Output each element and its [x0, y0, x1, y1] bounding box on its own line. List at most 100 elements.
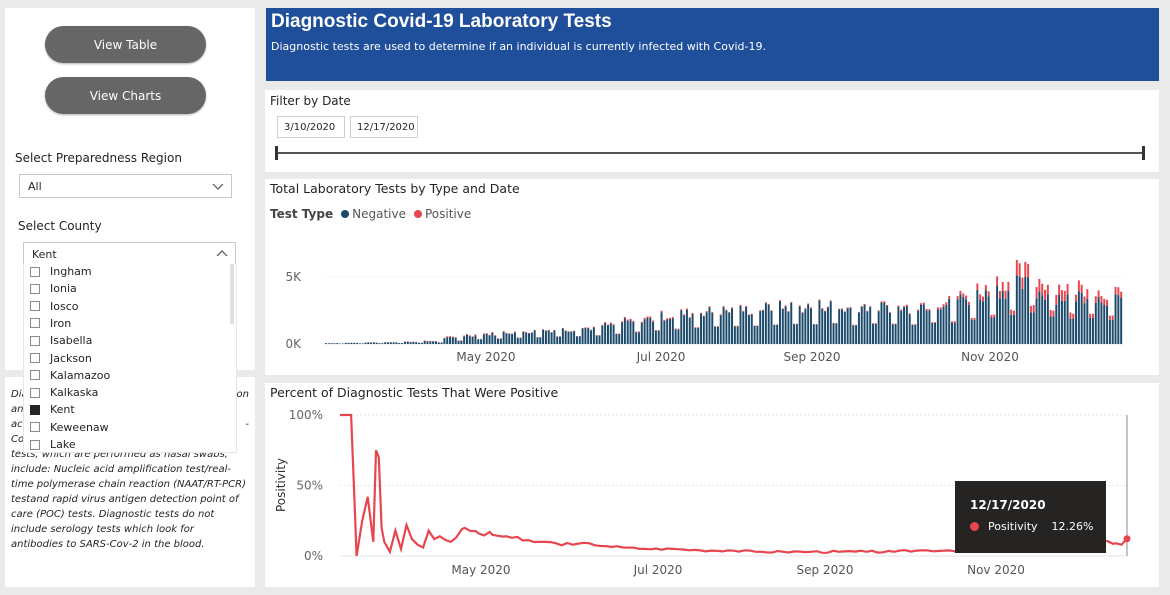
bar-negative [694, 327, 697, 344]
bar-negative [1029, 312, 1032, 344]
bar-positive [621, 321, 624, 323]
bar-negative [375, 342, 378, 344]
bar-positive [1013, 310, 1016, 315]
county-option[interactable]: Keweenaw [30, 419, 109, 436]
county-option[interactable]: Lake [30, 436, 76, 452]
bar-negative [764, 303, 767, 344]
bar-positive [482, 333, 485, 335]
bar-positive [925, 308, 928, 311]
county-checkbox[interactable] [30, 422, 40, 433]
bar-positive [953, 321, 956, 323]
legend-entry-negative[interactable]: Negative [341, 207, 406, 221]
bar-negative [787, 311, 790, 344]
bar-positive [1007, 281, 1010, 292]
county-checkbox[interactable] [30, 318, 40, 329]
bar-negative [1046, 294, 1049, 344]
bar-negative [1120, 297, 1123, 344]
chevron-up-icon [216, 250, 228, 257]
county-option[interactable]: Kent [30, 401, 75, 418]
bar-negative [979, 299, 982, 344]
bar-negative [601, 325, 604, 344]
county-list[interactable]: Ingham Ionia Iosco Iron Isabella Jackson Kalam… [23, 264, 237, 453]
note-line4-start: Co [11, 434, 25, 445]
county-option[interactable]: Jackson [30, 350, 92, 367]
view-table-button[interactable]: View Table [45, 26, 206, 63]
bar-negative [533, 330, 536, 344]
bar-negative [542, 329, 545, 344]
bar-negative [719, 315, 722, 344]
bar-negative [454, 337, 457, 344]
bar-positive [900, 309, 903, 311]
county-checkbox[interactable] [30, 283, 40, 294]
bar-negative [793, 324, 796, 344]
county-dropdown[interactable]: Kent [23, 242, 236, 266]
page-subtitle: Diagnostic tests are used to determine i… [271, 40, 766, 53]
bar-positive [1103, 298, 1106, 305]
bar-negative [872, 323, 875, 344]
county-checkbox[interactable] [30, 266, 40, 277]
bar-negative [530, 332, 533, 344]
bar-negative [423, 340, 426, 344]
bar-negative [905, 306, 908, 344]
county-option[interactable]: Kalkaska [30, 384, 98, 401]
bar-negative [460, 340, 463, 344]
bar-positive [973, 317, 976, 320]
county-checkbox[interactable] [30, 404, 40, 415]
county-checkbox[interactable] [30, 301, 40, 312]
county-option[interactable]: Ionia [30, 280, 77, 297]
bar-negative [660, 312, 663, 344]
county-option[interactable]: Kalamazoo [30, 367, 110, 384]
county-checkbox[interactable] [30, 353, 40, 363]
y-tick-label: 5K [285, 270, 302, 284]
county-option[interactable]: Ingham [30, 264, 92, 280]
county-checkbox[interactable] [30, 439, 40, 450]
bar-negative [547, 330, 550, 344]
bar-positive [1060, 290, 1063, 301]
county-option[interactable]: Iron [30, 315, 71, 332]
bar-positive [601, 324, 604, 326]
county-checkbox[interactable] [30, 335, 40, 346]
bar-negative [652, 321, 655, 344]
tests-bar-chart[interactable]: 0K 5K May 2020 Jul 2020 Sep 2020 Nov 2020 [265, 179, 1159, 375]
region-dropdown[interactable]: All [19, 174, 232, 198]
bar-positive [643, 317, 646, 320]
legend-entry-positive[interactable]: Positive [413, 207, 471, 221]
bar-negative [967, 304, 970, 344]
bar-negative [474, 335, 477, 344]
bar-negative [759, 311, 762, 344]
county-list-scrollbar[interactable] [230, 264, 234, 324]
bar-negative [945, 304, 948, 344]
bar-positive [939, 307, 942, 310]
date-slider-start-handle[interactable] [275, 146, 278, 160]
start-date-input[interactable]: 3/10/2020 [277, 116, 345, 138]
bar-positive [1106, 299, 1109, 306]
county-checkbox[interactable] [30, 387, 40, 398]
date-slider-track[interactable] [276, 152, 1144, 154]
bar-negative [815, 324, 818, 344]
bar-positive [982, 296, 984, 302]
bar-positive [790, 301, 793, 303]
bar-negative [440, 342, 443, 344]
bar-negative [344, 342, 347, 344]
date-slider-end-handle[interactable] [1142, 146, 1145, 160]
county-checkbox[interactable] [30, 370, 40, 381]
county-option[interactable]: Isabella [30, 332, 92, 349]
bar-positive [967, 301, 970, 305]
bar-negative [728, 312, 731, 344]
bar-positive [1029, 305, 1032, 313]
bar-negative [437, 342, 440, 344]
view-charts-button[interactable]: View Charts [45, 77, 206, 114]
bar-negative [669, 319, 671, 344]
county-option[interactable]: Iosco [30, 298, 78, 315]
bar-negative [1032, 312, 1035, 344]
bar-positive [891, 323, 894, 325]
bar-positive [1091, 313, 1094, 318]
bar-negative [939, 309, 942, 344]
bar-negative [852, 325, 855, 344]
bar-positive [781, 308, 784, 310]
positivity-dot-icon [970, 522, 979, 531]
end-date-input[interactable]: 12/17/2020 [350, 116, 418, 138]
bar-negative [843, 312, 846, 344]
bar-positive [908, 313, 911, 315]
bar-negative [1001, 290, 1004, 344]
